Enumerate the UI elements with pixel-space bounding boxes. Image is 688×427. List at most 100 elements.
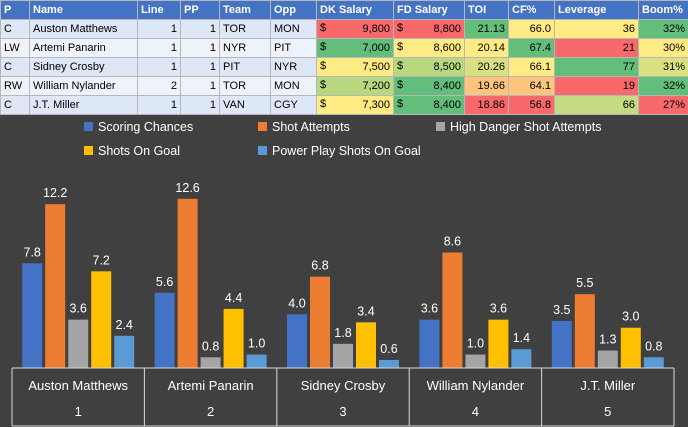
- bar[interactable]: [551, 321, 572, 368]
- cell-leverage[interactable]: 36: [554, 19, 639, 39]
- header-leverage[interactable]: Leverage: [554, 0, 639, 20]
- cell-team[interactable]: TOR: [219, 19, 271, 39]
- cell-pp[interactable]: 1: [180, 95, 220, 115]
- cell-line[interactable]: 1: [137, 95, 181, 115]
- header-pp[interactable]: PP: [180, 0, 220, 20]
- cell-cf[interactable]: 66.0: [508, 19, 555, 39]
- cell-opp[interactable]: PIT: [270, 38, 317, 58]
- cell-dk-salary[interactable]: $7,000: [316, 38, 394, 58]
- cell-line[interactable]: 1: [137, 57, 181, 77]
- header-dk-salary[interactable]: DK Salary: [316, 0, 394, 20]
- bar[interactable]: [643, 357, 664, 368]
- bar[interactable]: [68, 319, 89, 368]
- cell-fd-salary[interactable]: $8,600: [393, 38, 465, 58]
- cell-opp[interactable]: MON: [270, 19, 317, 39]
- cell-boom[interactable]: 32%: [638, 76, 688, 96]
- legend-item[interactable]: Power Play Shots On Goal: [258, 144, 421, 158]
- cell-toi[interactable]: 18.86: [464, 95, 509, 115]
- header-boom[interactable]: Boom%: [638, 0, 688, 20]
- cell-fd-salary[interactable]: $8,400: [393, 95, 465, 115]
- cell-boom[interactable]: 27%: [638, 95, 688, 115]
- cell-dk-salary[interactable]: $7,300: [316, 95, 394, 115]
- cell-line[interactable]: 1: [137, 38, 181, 58]
- legend-item[interactable]: Shot Attempts: [258, 120, 350, 134]
- bar[interactable]: [287, 314, 307, 368]
- cell-pp[interactable]: 1: [180, 76, 220, 96]
- cell-leverage[interactable]: 77: [554, 57, 639, 77]
- cell-leverage[interactable]: 19: [554, 76, 639, 96]
- legend-item[interactable]: Scoring Chances: [84, 120, 193, 134]
- cell-pp[interactable]: 1: [180, 19, 220, 39]
- header-line[interactable]: Line: [137, 0, 181, 20]
- cell-cf[interactable]: 64.1: [508, 76, 555, 96]
- cell-fd-salary[interactable]: $8,800: [393, 19, 465, 39]
- bar[interactable]: [597, 350, 618, 368]
- cell-position[interactable]: C: [0, 19, 30, 39]
- bar[interactable]: [488, 319, 509, 368]
- cell-toi[interactable]: 20.14: [464, 38, 509, 58]
- cell-team[interactable]: TOR: [219, 76, 271, 96]
- cell-leverage[interactable]: 66: [554, 95, 639, 115]
- cell-position[interactable]: LW: [0, 38, 30, 58]
- cell-opp[interactable]: NYR: [270, 57, 317, 77]
- cell-position[interactable]: RW: [0, 76, 30, 96]
- bar[interactable]: [419, 319, 440, 368]
- bar[interactable]: [154, 292, 175, 368]
- cell-dk-salary[interactable]: $9,800: [316, 19, 394, 39]
- cell-line[interactable]: 2: [137, 76, 181, 96]
- header-name[interactable]: Name: [29, 0, 138, 20]
- header-opp[interactable]: Opp: [270, 0, 317, 20]
- bar[interactable]: [177, 198, 198, 368]
- table-row[interactable]: C Sidney Crosby 1 1 PIT NYR $7,500 $8,500 20.26 6…: [0, 57, 688, 77]
- bar[interactable]: [310, 276, 330, 368]
- cell-toi[interactable]: 19.66: [464, 76, 509, 96]
- bar[interactable]: [379, 359, 399, 368]
- bar[interactable]: [511, 349, 532, 368]
- cell-boom[interactable]: 30%: [638, 38, 688, 58]
- bar[interactable]: [620, 327, 641, 368]
- cell-line[interactable]: 1: [137, 19, 181, 39]
- cell-team[interactable]: PIT: [219, 57, 271, 77]
- table-row[interactable]: C J.T. Miller 1 1 VAN CGY $7,300 $8,400 18.86 56.…: [0, 95, 688, 115]
- cell-cf[interactable]: 56.8: [508, 95, 555, 115]
- cell-name[interactable]: Artemi Panarin: [29, 38, 138, 58]
- bar[interactable]: [574, 294, 595, 368]
- cell-position[interactable]: C: [0, 95, 30, 115]
- cell-leverage[interactable]: 21: [554, 38, 639, 58]
- bar[interactable]: [223, 308, 244, 368]
- bar[interactable]: [114, 335, 135, 368]
- cell-pp[interactable]: 1: [180, 38, 220, 58]
- legend-item[interactable]: High Danger Shot Attempts: [436, 120, 601, 134]
- cell-dk-salary[interactable]: $7,500: [316, 57, 394, 77]
- cell-opp[interactable]: MON: [270, 76, 317, 96]
- cell-name[interactable]: Auston Matthews: [29, 19, 138, 39]
- bar[interactable]: [91, 271, 112, 368]
- table-row[interactable]: C Auston Matthews 1 1 TOR MON $9,800 $8,800 21.1…: [0, 19, 688, 39]
- cell-cf[interactable]: 67.4: [508, 38, 555, 58]
- cell-opp[interactable]: CGY: [270, 95, 317, 115]
- bar[interactable]: [45, 204, 66, 368]
- cell-pp[interactable]: 1: [180, 57, 220, 77]
- cell-toi[interactable]: 21.13: [464, 19, 509, 39]
- bar[interactable]: [200, 357, 221, 368]
- cell-name[interactable]: William Nylander: [29, 76, 138, 96]
- table-row[interactable]: LW Artemi Panarin 1 1 NYR PIT $7,000 $8,600 20.1…: [0, 38, 688, 58]
- bar[interactable]: [333, 343, 353, 368]
- legend-item[interactable]: Shots On Goal: [84, 144, 180, 158]
- cell-toi[interactable]: 20.26: [464, 57, 509, 77]
- cell-boom[interactable]: 32%: [638, 19, 688, 39]
- header-toi[interactable]: TOI: [464, 0, 509, 20]
- header-cf[interactable]: CF%: [508, 0, 555, 20]
- cell-fd-salary[interactable]: $8,500: [393, 57, 465, 77]
- cell-team[interactable]: NYR: [219, 38, 271, 58]
- table-row[interactable]: RW William Nylander 2 1 TOR MON $7,200 $8,400 19…: [0, 76, 688, 96]
- cell-name[interactable]: J.T. Miller: [29, 95, 138, 115]
- header-fd-salary[interactable]: FD Salary: [393, 0, 465, 20]
- header-team[interactable]: Team: [219, 0, 271, 20]
- cell-position[interactable]: C: [0, 57, 30, 77]
- bar[interactable]: [465, 354, 486, 368]
- cell-fd-salary[interactable]: $8,400: [393, 76, 465, 96]
- header-pos[interactable]: P: [0, 0, 30, 20]
- cell-cf[interactable]: 66.1: [508, 57, 555, 77]
- cell-boom[interactable]: 31%: [638, 57, 688, 77]
